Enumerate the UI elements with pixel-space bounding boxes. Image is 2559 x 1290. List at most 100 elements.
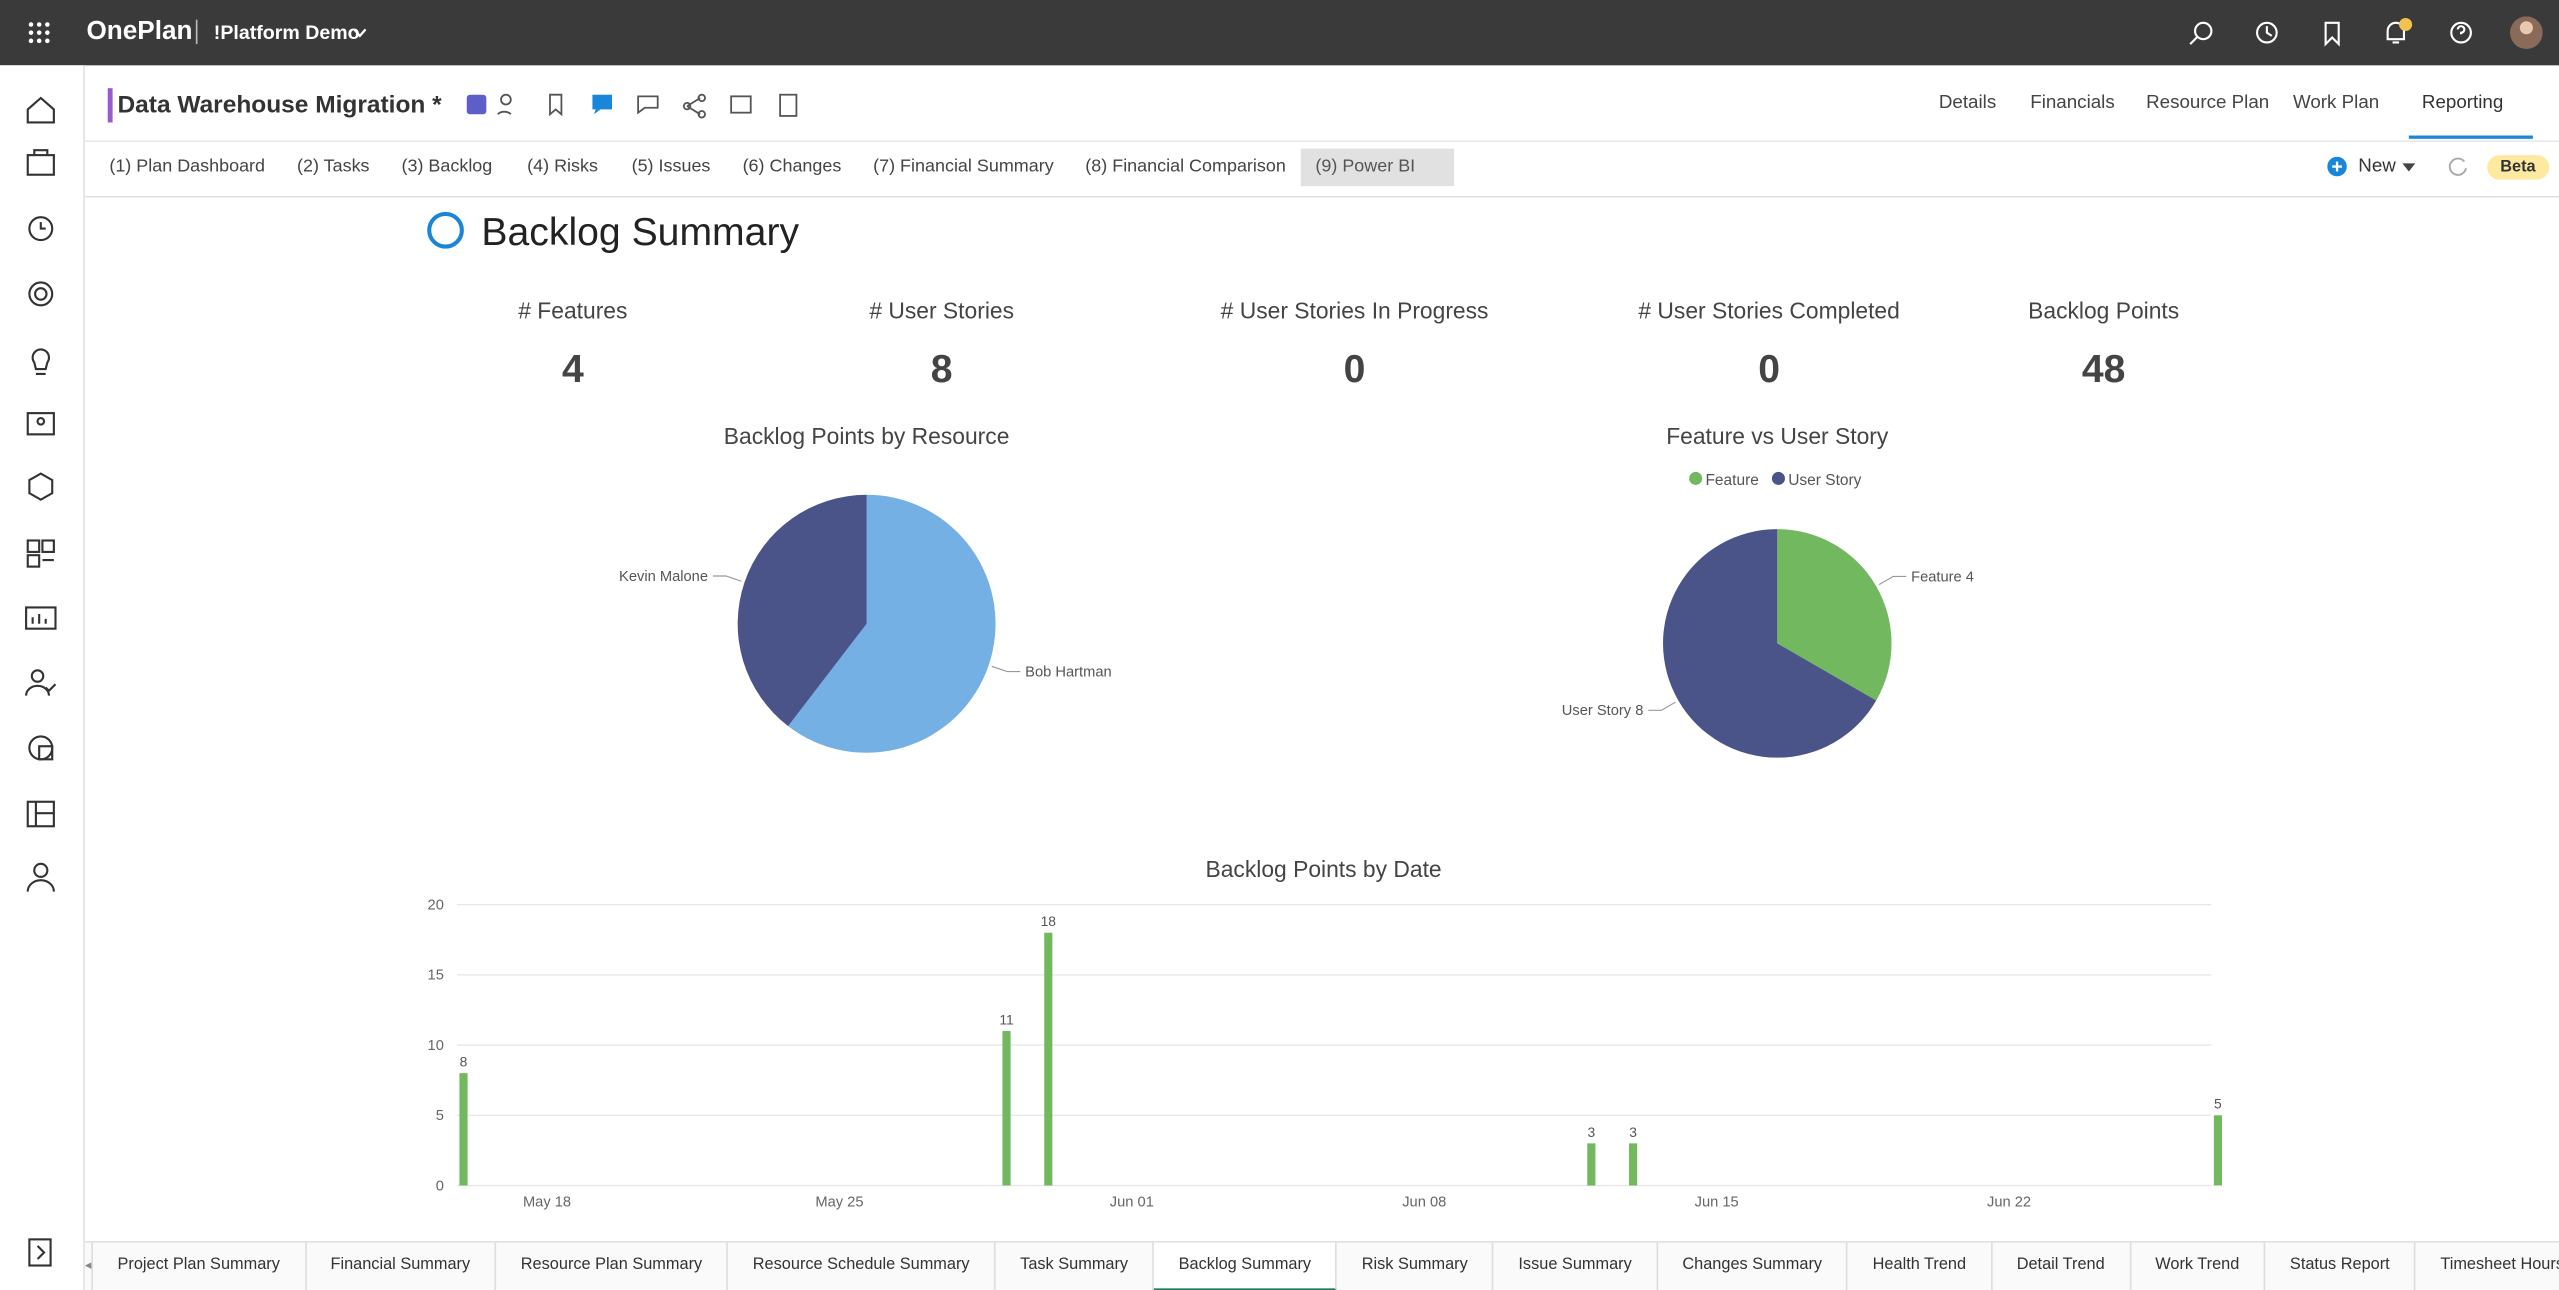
plan-tab[interactable]: (5) Issues bbox=[631, 156, 711, 177]
plan-tab[interactable]: (3) Backlog bbox=[401, 156, 493, 177]
divider bbox=[195, 19, 198, 45]
page-tab[interactable]: Issue Summary bbox=[1494, 1242, 1658, 1290]
data-label: User Story 8 bbox=[1562, 703, 1644, 719]
bar bbox=[1002, 1031, 1011, 1186]
page-tab[interactable]: Health Trend bbox=[1848, 1242, 1993, 1290]
page-tab[interactable]: Financial Summary bbox=[306, 1242, 497, 1290]
pie-slice bbox=[788, 494, 996, 753]
report-logo bbox=[427, 211, 464, 249]
data-label: 11 bbox=[999, 1011, 1014, 1027]
plan-tab[interactable]: (8) Financial Comparison bbox=[1085, 156, 1286, 177]
x-tick-label: Jun 01 bbox=[1110, 1195, 1154, 1211]
plan-tab[interactable]: (6) Changes bbox=[742, 156, 842, 177]
x-tick-label: Jun 15 bbox=[1695, 1195, 1739, 1211]
data-label: Kevin Malone bbox=[619, 569, 708, 585]
active-underline bbox=[2408, 135, 2533, 139]
legend-label: Feature bbox=[1705, 472, 1758, 489]
page-tab[interactable]: Status Report bbox=[2265, 1242, 2416, 1290]
y-tick-label: 10 bbox=[428, 1038, 444, 1054]
page-tab[interactable]: Risk Summary bbox=[1337, 1242, 1494, 1290]
kpi-value: 8 bbox=[931, 348, 953, 391]
page-tab[interactable]: Detail Trend bbox=[1992, 1242, 2131, 1290]
app-launcher[interactable] bbox=[28, 21, 51, 44]
data-label: 3 bbox=[1629, 1124, 1637, 1140]
chevron bbox=[2402, 163, 2416, 172]
plan-tab[interactable]: (9) Power BI bbox=[1300, 148, 1455, 187]
tab-scroll[interactable]: ◂ ▸ bbox=[85, 1242, 94, 1290]
beta-badge: Beta bbox=[2487, 155, 2549, 180]
chevron bbox=[353, 28, 367, 38]
top-bar: OnePlan !Platform Demo bbox=[0, 0, 2559, 66]
page-tab[interactable]: Resource Schedule Summary bbox=[728, 1242, 996, 1290]
page-tab[interactable]: Resource Plan Summary bbox=[496, 1242, 729, 1290]
nav-link[interactable]: Resource Plan bbox=[2146, 93, 2270, 113]
kpi-value: 0 bbox=[1758, 348, 1780, 391]
leader-line bbox=[712, 575, 742, 582]
legend-swatch bbox=[1689, 471, 1703, 485]
top-icons[interactable] bbox=[2184, 16, 2543, 52]
leader-line bbox=[1648, 701, 1676, 711]
leader-line bbox=[991, 665, 1021, 673]
nav-link[interactable]: Details bbox=[1938, 93, 1997, 113]
kpi-label: # User Stories In Progress bbox=[1221, 297, 1489, 323]
data-label: 3 bbox=[1587, 1124, 1595, 1140]
page-tab[interactable]: Changes Summary bbox=[1658, 1242, 1849, 1290]
page-tab[interactable]: Backlog Summary bbox=[1154, 1242, 1338, 1290]
data-label: Bob Hartman bbox=[1025, 664, 1112, 680]
kpi-label: # User Stories Completed bbox=[1638, 297, 1899, 323]
data-label: Feature 4 bbox=[1911, 569, 1974, 585]
nav-link[interactable]: Financials bbox=[2030, 93, 2115, 113]
kpi-value: 4 bbox=[562, 348, 584, 391]
page-tab[interactable]: Timesheet Hours by Task bbox=[2416, 1243, 2559, 1290]
label-name: Kevin Malone bbox=[619, 569, 708, 585]
bar bbox=[1587, 1143, 1596, 1186]
kpi-label: # User Stories bbox=[869, 297, 1014, 323]
bar bbox=[2213, 1115, 2222, 1186]
plan-tab[interactable]: (1) Plan Dashboard bbox=[109, 156, 266, 177]
data-label: 5 bbox=[2214, 1096, 2222, 1112]
report-title: Backlog Summary bbox=[481, 211, 799, 254]
nav-link[interactable]: Reporting bbox=[2421, 93, 2504, 113]
pie-slice bbox=[1777, 529, 1892, 701]
kpi-label: # Features bbox=[518, 297, 627, 323]
app-name[interactable]: OnePlan bbox=[86, 17, 193, 46]
rail-icons[interactable] bbox=[0, 65, 83, 1290]
workspace-switcher[interactable]: !Platform Demo bbox=[213, 21, 360, 45]
page-tab[interactable]: Task Summary bbox=[996, 1242, 1155, 1290]
label-value: 4 bbox=[1966, 569, 1974, 585]
bar bbox=[1044, 932, 1053, 1186]
label-name: Feature bbox=[1911, 569, 1962, 585]
teams-icon[interactable] bbox=[463, 91, 489, 117]
new-icon[interactable] bbox=[2327, 156, 2347, 177]
plan-tab[interactable]: (7) Financial Summary bbox=[873, 156, 1054, 177]
legend-swatch bbox=[1771, 471, 1785, 485]
x-tick-label: Jun 08 bbox=[1402, 1195, 1446, 1211]
nav-link[interactable]: Work Plan bbox=[2292, 93, 2380, 113]
label-name: User Story bbox=[1562, 703, 1632, 719]
plan-tab[interactable]: (2) Tasks bbox=[297, 156, 370, 177]
bar bbox=[1629, 1143, 1638, 1186]
kpi-label: Backlog Points bbox=[2028, 297, 2179, 323]
pie-slice bbox=[1663, 529, 1877, 758]
plan-tab[interactable]: (4) Risks bbox=[527, 156, 598, 177]
leader-line bbox=[1878, 575, 1907, 586]
x-tick-label: May 18 bbox=[523, 1195, 571, 1211]
new-button[interactable]: New bbox=[2358, 156, 2396, 177]
pie-slice bbox=[737, 494, 867, 727]
left-rail bbox=[0, 65, 85, 1290]
y-tick-label: 0 bbox=[436, 1178, 444, 1194]
page-tab[interactable]: Work Trend bbox=[2131, 1242, 2266, 1290]
y-tick-label: 5 bbox=[436, 1108, 444, 1124]
data-label: 8 bbox=[460, 1054, 468, 1070]
project-actions[interactable] bbox=[493, 91, 819, 120]
label-value: 8 bbox=[1635, 703, 1643, 719]
chart-title: Backlog Points by Resource bbox=[724, 423, 1010, 449]
refresh-icon[interactable] bbox=[2446, 155, 2469, 178]
kpi-value: 48 bbox=[2082, 348, 2126, 391]
page-tab[interactable]: Project Plan Summary bbox=[93, 1242, 307, 1290]
legend-label: User Story bbox=[1788, 472, 1861, 489]
chart-title: Feature vs User Story bbox=[1666, 423, 1889, 449]
